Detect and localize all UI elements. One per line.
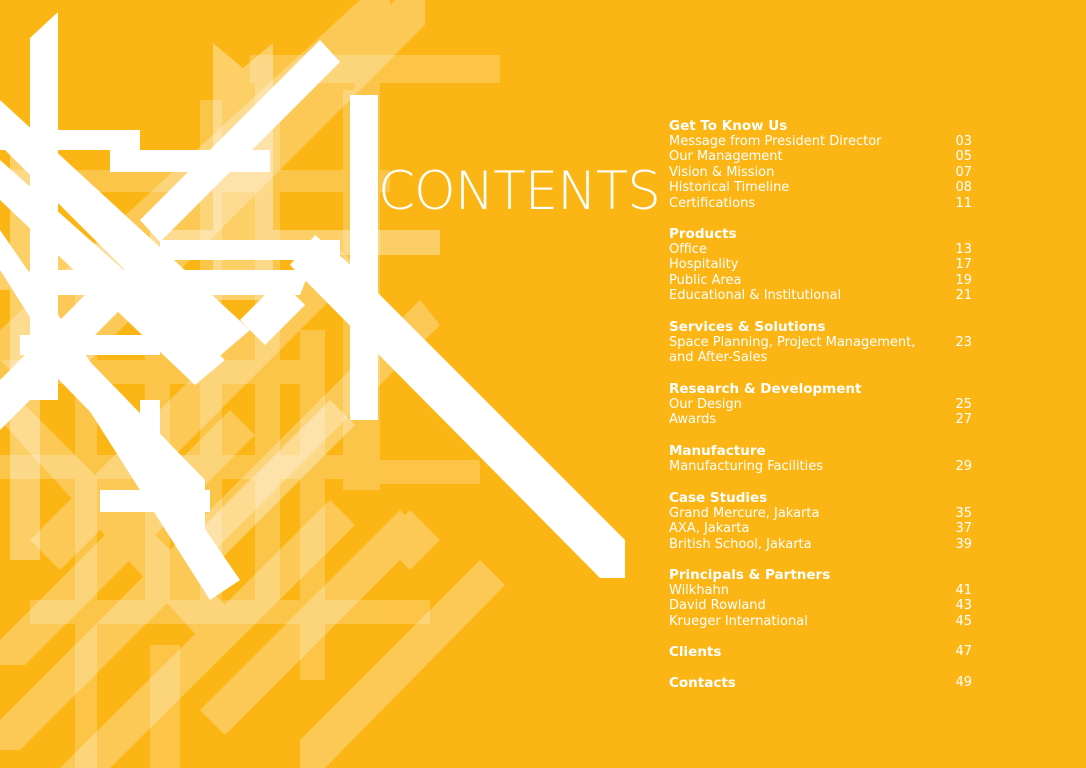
toc-entry-label: Office: [669, 242, 707, 257]
toc-entry-label: Certifications: [669, 195, 756, 211]
toc-section-heading[interactable]: Products: [669, 226, 979, 242]
toc-entry-label: Our Management: [669, 149, 783, 165]
toc-entry[interactable]: AXA, Jakarta 37: [669, 521, 979, 536]
toc-entry[interactable]: British School, Jakarta 39: [669, 537, 979, 552]
toc-entry-page: 17: [955, 257, 972, 273]
toc-section-heading[interactable]: Research & Development: [669, 381, 979, 397]
toc-entry[interactable]: Awards 27: [669, 412, 979, 427]
toc-section-title: Contacts: [669, 675, 736, 691]
toc-section-title: Principals & Partners: [669, 567, 831, 583]
toc-entry[interactable]: Grand Mercure, Jakarta 35: [669, 506, 979, 521]
toc-entry-page: 37: [955, 521, 972, 537]
toc-entry[interactable]: David Rowland 43: [669, 598, 979, 613]
toc-section: Manufacture Manufacturing Facilities 29: [669, 443, 979, 474]
toc-section: Get To Know Us Message from President Dir…: [669, 118, 979, 211]
toc-section-heading[interactable]: Services & Solutions: [669, 319, 979, 335]
toc-entry[interactable]: Hospitality 17: [669, 257, 979, 272]
toc-entry-label: Hospitality: [669, 257, 739, 273]
toc-entry-page: 27: [955, 412, 972, 428]
toc-section-heading[interactable]: Get To Know Us: [669, 118, 979, 134]
toc-section: Clients 47: [669, 644, 979, 660]
toc-entry-label: Vision & Mission: [669, 164, 775, 180]
toc-entry-label: AXA, Jakarta: [669, 521, 750, 537]
toc-entry-page: 11: [955, 195, 972, 211]
toc-section-title: Research & Development: [669, 381, 862, 397]
toc-section-page: [972, 443, 979, 459]
toc-entry[interactable]: Vision & Mission 07: [669, 165, 979, 180]
toc-entry-page: 45: [955, 613, 972, 629]
toc-entry-page: 07: [955, 164, 972, 180]
toc-section-title: Manufacture: [669, 443, 766, 459]
toc-entry-page: 03: [955, 134, 972, 149]
toc-section-heading[interactable]: Manufacture: [669, 443, 979, 459]
toc-section-title: Get To Know Us: [669, 118, 788, 134]
toc-entry-label: Historical Timeline: [669, 180, 790, 196]
toc-entry-page: 08: [955, 180, 972, 196]
toc-entry-label: Krueger International: [669, 613, 808, 629]
toc-entry[interactable]: Krueger International 45: [669, 614, 979, 629]
toc-entry-page: 25: [955, 397, 972, 412]
toc-section-page: [972, 226, 979, 242]
toc-entry[interactable]: Historical Timeline 08: [669, 180, 979, 195]
toc-section: Case Studies Grand Mercure, Jakarta 35 AXA,…: [669, 490, 979, 552]
toc-entry-label: Public Area: [669, 272, 742, 288]
toc-section: Principals & Partners Wilkhahn 41 David Row…: [669, 567, 979, 629]
toc-section-heading[interactable]: Contacts 49: [669, 675, 979, 691]
toc-entry-label: Manufacturing Facilities: [669, 459, 823, 474]
toc-section-page: 47: [955, 644, 972, 659]
toc-entry-page: 43: [955, 598, 972, 614]
toc-section-page: [972, 118, 979, 134]
page-title: CONTENTS: [378, 161, 661, 222]
toc-section-title: Products: [669, 226, 737, 242]
toc-section-heading[interactable]: Case Studies: [669, 490, 979, 506]
toc-entry[interactable]: Space Planning, Project Management, and …: [669, 335, 979, 366]
toc-section: Contacts 49: [669, 675, 979, 691]
toc-entry[interactable]: Educational & Institutional 21: [669, 288, 979, 303]
toc-entry-page: 39: [955, 536, 972, 552]
toc-entry-page: 19: [955, 272, 972, 288]
toc-entry-label: David Rowland: [669, 598, 766, 614]
toc-entry[interactable]: Our Design 25: [669, 397, 979, 412]
toc-section-title: Case Studies: [669, 490, 768, 506]
toc-entry[interactable]: Our Management 05: [669, 149, 979, 164]
toc-section-page: 49: [955, 675, 972, 690]
toc-entry[interactable]: Manufacturing Facilities 29: [669, 459, 979, 474]
toc-entry-label: Our Design: [669, 397, 742, 412]
toc-entry-label: Message from President Director: [669, 134, 882, 149]
toc-entry-label: British School, Jakarta: [669, 536, 812, 552]
toc-section-page: [972, 381, 979, 397]
toc-entry-label: Educational & Institutional: [669, 288, 842, 304]
toc-entry[interactable]: Message from President Director 03: [669, 134, 979, 149]
toc-section: Services & Solutions Space Planning, Proj…: [669, 319, 979, 366]
toc-entry-label: Awards: [669, 412, 717, 428]
toc-entry-page: 21: [955, 288, 972, 304]
toc-entry-page: 23: [955, 335, 972, 350]
toc-entry-label: Wilkhahn: [669, 583, 730, 598]
toc-entry-page: 13: [955, 242, 972, 257]
toc-section-page: [972, 490, 979, 506]
toc-section-page: [972, 319, 979, 335]
toc-section-heading[interactable]: Clients 47: [669, 644, 979, 660]
toc-section: Products Office 13 Hospitality 17 Public Area…: [669, 226, 979, 304]
toc-entry-page: 29: [955, 459, 972, 474]
toc-section-heading[interactable]: Principals & Partners: [669, 567, 979, 583]
toc-entry[interactable]: Wilkhahn 41: [669, 583, 979, 598]
toc-entry-label: Space Planning, Project Management, and …: [669, 335, 916, 366]
toc-entry-page: 41: [955, 583, 972, 598]
toc-entry[interactable]: Public Area 19: [669, 273, 979, 288]
toc-section-title: Clients: [669, 644, 722, 660]
toc-section: Research & Development Our Design 25 Awards…: [669, 381, 979, 428]
toc-entry[interactable]: Office 13: [669, 242, 979, 257]
toc-section-title: Services & Solutions: [669, 319, 826, 335]
toc-section-page: [972, 567, 979, 583]
toc-entry-page: 05: [955, 149, 972, 165]
toc-entry-label: Grand Mercure, Jakarta: [669, 506, 820, 521]
toc-entry-page: 35: [955, 506, 972, 521]
toc-entry[interactable]: Certifications 11: [669, 196, 979, 211]
